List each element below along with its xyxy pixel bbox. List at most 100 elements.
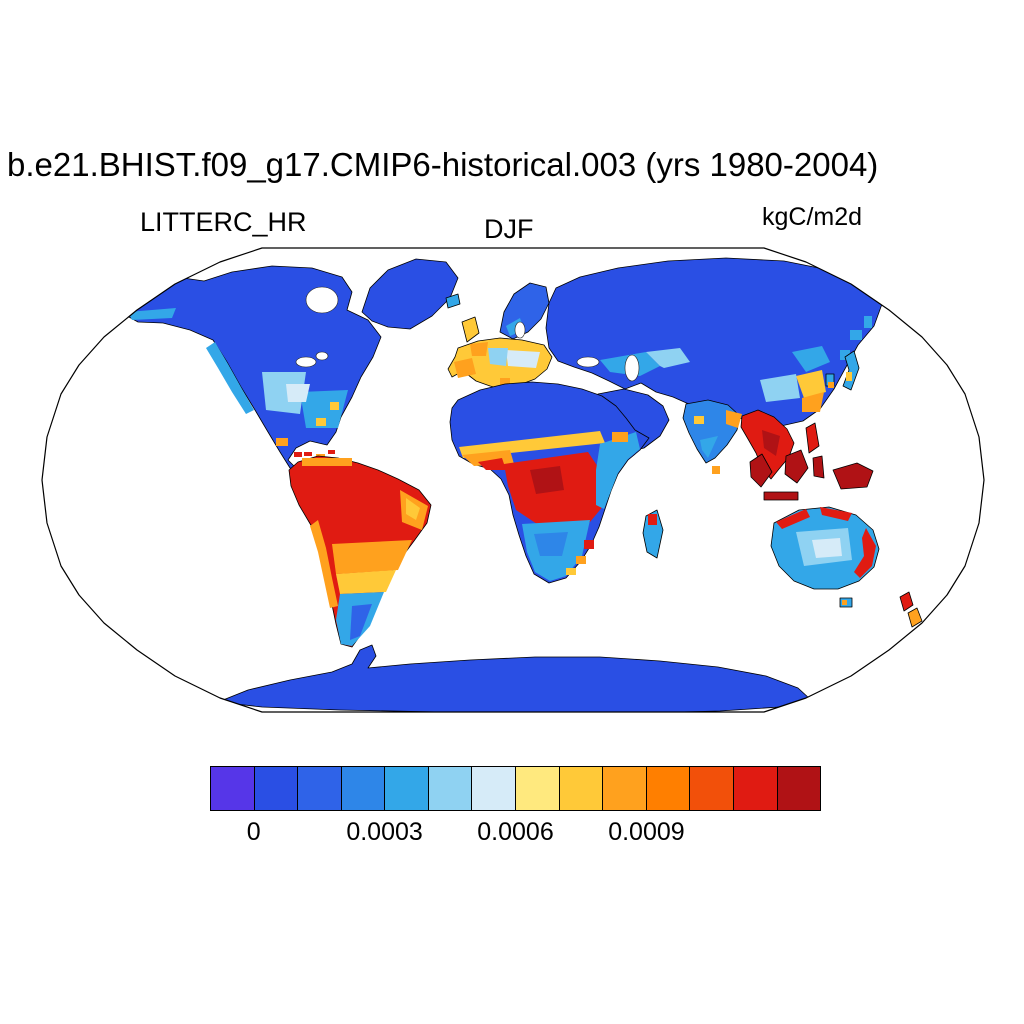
colorbar-cell [471, 766, 517, 811]
data-patch [302, 458, 352, 466]
data-patch [500, 378, 510, 386]
data-patch [300, 390, 348, 428]
data-patch [286, 384, 310, 402]
lake-great-lakes [295, 356, 317, 368]
landmass-caribbean [328, 450, 335, 454]
season-label: DJF [484, 214, 534, 244]
colorbar-cell [645, 766, 691, 811]
data-patch [612, 432, 628, 442]
landmass-caribbean [304, 452, 312, 456]
data-patch [406, 498, 420, 520]
data-patch [584, 540, 594, 549]
landmass-britain [461, 316, 480, 343]
data-patch [700, 436, 718, 458]
data-patch [576, 556, 586, 564]
lake-caspian-sea [624, 354, 640, 382]
data-patch [840, 350, 850, 360]
data-patch [534, 532, 568, 556]
data-patch [350, 604, 372, 640]
landmass-japan [842, 350, 860, 391]
data-patch [802, 392, 824, 412]
data-patch [854, 528, 876, 578]
data-patch [454, 358, 476, 378]
data-patch [760, 374, 800, 402]
colorbar-tick-label: 0.0006 [477, 818, 554, 846]
landmass-new-guinea [832, 462, 874, 490]
landmass-north-america [119, 265, 382, 471]
colorbar-cell [776, 766, 822, 811]
colorbar-cell [427, 766, 473, 811]
data-patch [842, 600, 847, 605]
data-patch [276, 438, 288, 446]
data-patch [478, 458, 506, 470]
lake-great-lakes [315, 351, 329, 361]
data-patch [262, 372, 306, 414]
colorbar-cell [253, 766, 299, 811]
data-patch [726, 410, 742, 428]
landmass-sulawesi [812, 455, 825, 479]
data-patch [596, 432, 640, 509]
landmass-iceland [445, 293, 461, 309]
data-patch [864, 316, 872, 328]
colorbar-tick-label: 0 [246, 818, 261, 846]
landmass-antarctica [217, 644, 811, 712]
lake-hudson-bay [305, 286, 339, 314]
colorbar-tick-label: 0.0009 [608, 818, 685, 846]
units-label: kgC/m2d [762, 203, 863, 231]
landmass-new-zealand-north [899, 591, 914, 612]
data-patch [846, 372, 852, 381]
plot-title: b.e21.BHIST.f09_g17.CMIP6-historical.003… [7, 146, 879, 183]
landmass-asia [545, 257, 883, 427]
landmass-sumatra [749, 453, 773, 488]
data-patch [648, 514, 657, 525]
data-patch [316, 418, 326, 426]
landmass-java [763, 491, 799, 501]
data-patch [128, 308, 176, 320]
lake-baltic-sea [514, 321, 526, 339]
data-patch [336, 570, 396, 594]
data-patch [566, 568, 576, 575]
colorbar-tick-label: 0.0003 [346, 818, 423, 846]
data-patch [796, 370, 826, 398]
data-patch [812, 538, 842, 558]
data-patch [310, 520, 338, 608]
colorbar-ticks: 0 0.0003 0.0006 0.0009 [210, 818, 821, 850]
landmass-philippines [805, 422, 820, 454]
data-patch [530, 466, 564, 494]
lake-black-sea [576, 356, 600, 368]
colorbar-cell [732, 766, 778, 811]
landmass-new-zealand-south [907, 607, 923, 628]
data-patch [646, 348, 690, 368]
colorbar-cell [515, 766, 560, 811]
colorbar [210, 766, 822, 811]
landmass-greenland [361, 258, 459, 330]
data-patch [206, 342, 254, 414]
data-patch [850, 330, 862, 340]
colorbar-cell [210, 766, 255, 811]
data-patch [459, 431, 605, 458]
data-patch [762, 430, 780, 456]
data-patch [488, 348, 508, 366]
data-patch [506, 350, 540, 368]
colorbar-cell [340, 766, 386, 811]
data-patch [694, 416, 704, 424]
colorbar-cell [558, 766, 604, 811]
colorbar-cell [297, 766, 342, 811]
data-patch [294, 452, 302, 457]
data-patch [330, 402, 339, 410]
data-patch [820, 507, 852, 521]
colorbar-cell [689, 766, 734, 811]
map-projection-boundary [41, 247, 985, 713]
landmass-sri-lanka [712, 466, 720, 474]
data-patch [776, 509, 810, 529]
variable-label: LITTERC_HR [140, 207, 307, 237]
landmass-borneo [784, 449, 809, 484]
data-patch [792, 346, 830, 372]
data-patch [470, 342, 488, 356]
colorbar-cell [602, 766, 647, 811]
colorbar-cell [384, 766, 429, 811]
landmass-india [682, 399, 741, 464]
data-patch [828, 382, 834, 388]
